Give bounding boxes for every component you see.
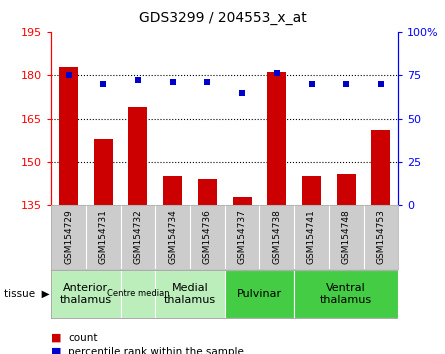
Bar	[372, 130, 390, 205]
FancyBboxPatch shape	[51, 270, 121, 318]
Text: Ventral
thalamus: Ventral thalamus	[320, 283, 372, 305]
Text: Centre median: Centre median	[107, 289, 169, 298]
Text: GSM154748: GSM154748	[342, 209, 351, 264]
Text: GSM154736: GSM154736	[203, 209, 212, 264]
Text: ■: ■	[51, 333, 62, 343]
Point	[100, 81, 107, 87]
Text: GSM154737: GSM154737	[238, 209, 247, 264]
Bar	[198, 179, 217, 205]
Point	[273, 71, 280, 76]
Bar	[302, 176, 321, 205]
Text: Anterior
thalamus: Anterior thalamus	[60, 283, 112, 305]
Point	[308, 81, 315, 87]
Point	[239, 90, 246, 96]
Point	[134, 78, 142, 83]
Text: GSM154729: GSM154729	[64, 209, 73, 264]
Text: GSM154734: GSM154734	[168, 209, 177, 264]
Text: GSM154738: GSM154738	[272, 209, 281, 264]
Text: GSM154732: GSM154732	[134, 209, 142, 264]
Point	[343, 81, 350, 87]
Text: GSM154731: GSM154731	[99, 209, 108, 264]
FancyBboxPatch shape	[225, 270, 294, 318]
Text: GSM154753: GSM154753	[376, 209, 385, 264]
Text: Pulvinar: Pulvinar	[237, 289, 282, 299]
Text: tissue  ▶: tissue ▶	[4, 289, 50, 299]
Point	[204, 79, 211, 85]
Point	[377, 81, 384, 87]
Point	[169, 79, 176, 85]
FancyBboxPatch shape	[155, 270, 225, 318]
Text: GDS3299 / 204553_x_at: GDS3299 / 204553_x_at	[139, 11, 306, 25]
Bar	[163, 176, 182, 205]
Text: GSM154741: GSM154741	[307, 209, 316, 264]
Bar	[59, 67, 78, 205]
Text: ■: ■	[51, 347, 62, 354]
Bar	[233, 197, 251, 205]
Bar	[267, 72, 286, 205]
Text: percentile rank within the sample: percentile rank within the sample	[68, 347, 244, 354]
FancyBboxPatch shape	[121, 270, 155, 318]
FancyBboxPatch shape	[294, 270, 398, 318]
Bar	[129, 107, 147, 205]
Bar	[94, 139, 113, 205]
Text: Medial
thalamus: Medial thalamus	[164, 283, 216, 305]
Point	[65, 73, 72, 78]
Text: count: count	[68, 333, 97, 343]
Bar	[337, 173, 356, 205]
